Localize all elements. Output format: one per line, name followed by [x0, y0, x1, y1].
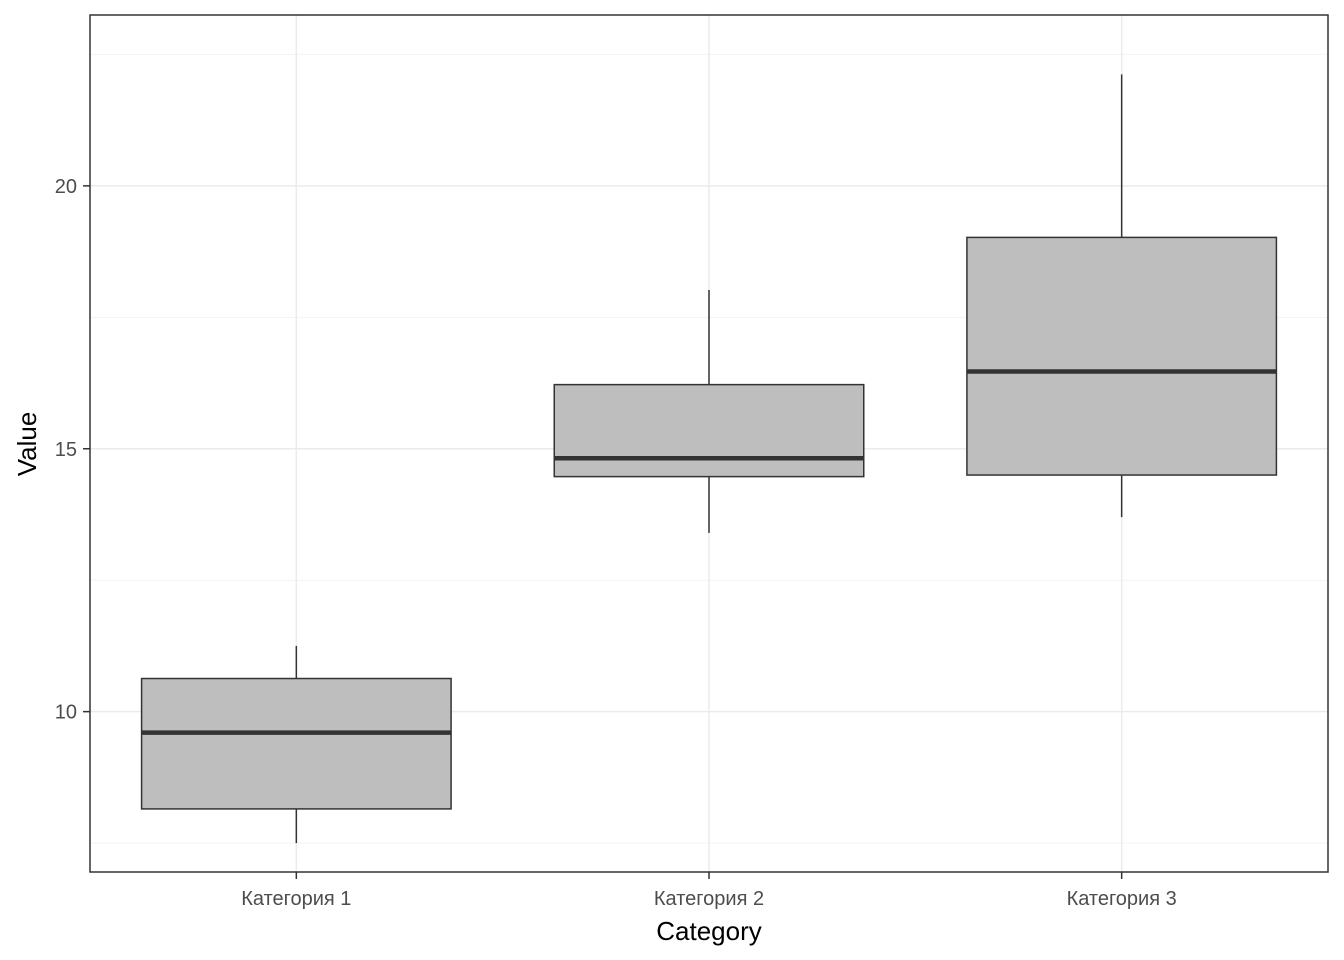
box-iqr: [553, 383, 865, 478]
box-group: [553, 289, 865, 533]
box-iqr: [966, 236, 1278, 476]
y-axis: 10 15 20: [55, 176, 90, 724]
y-tick-label: 10: [55, 702, 77, 724]
y-tick-label: 20: [55, 176, 77, 198]
box-group: [966, 74, 1278, 518]
x-tick-label: Категория 2: [654, 888, 764, 910]
x-axis-title: Category: [656, 916, 762, 946]
y-axis-title: Value: [12, 412, 42, 477]
boxes: [140, 74, 1278, 844]
x-tick-label: Категория 3: [1067, 888, 1177, 910]
box-group: [140, 645, 452, 844]
y-tick-label: 15: [55, 439, 77, 461]
box-iqr: [140, 677, 452, 810]
x-tick-label: Категория 1: [241, 888, 351, 910]
x-axis: Категория 1 Категория 2 Категория 3: [241, 872, 1177, 910]
